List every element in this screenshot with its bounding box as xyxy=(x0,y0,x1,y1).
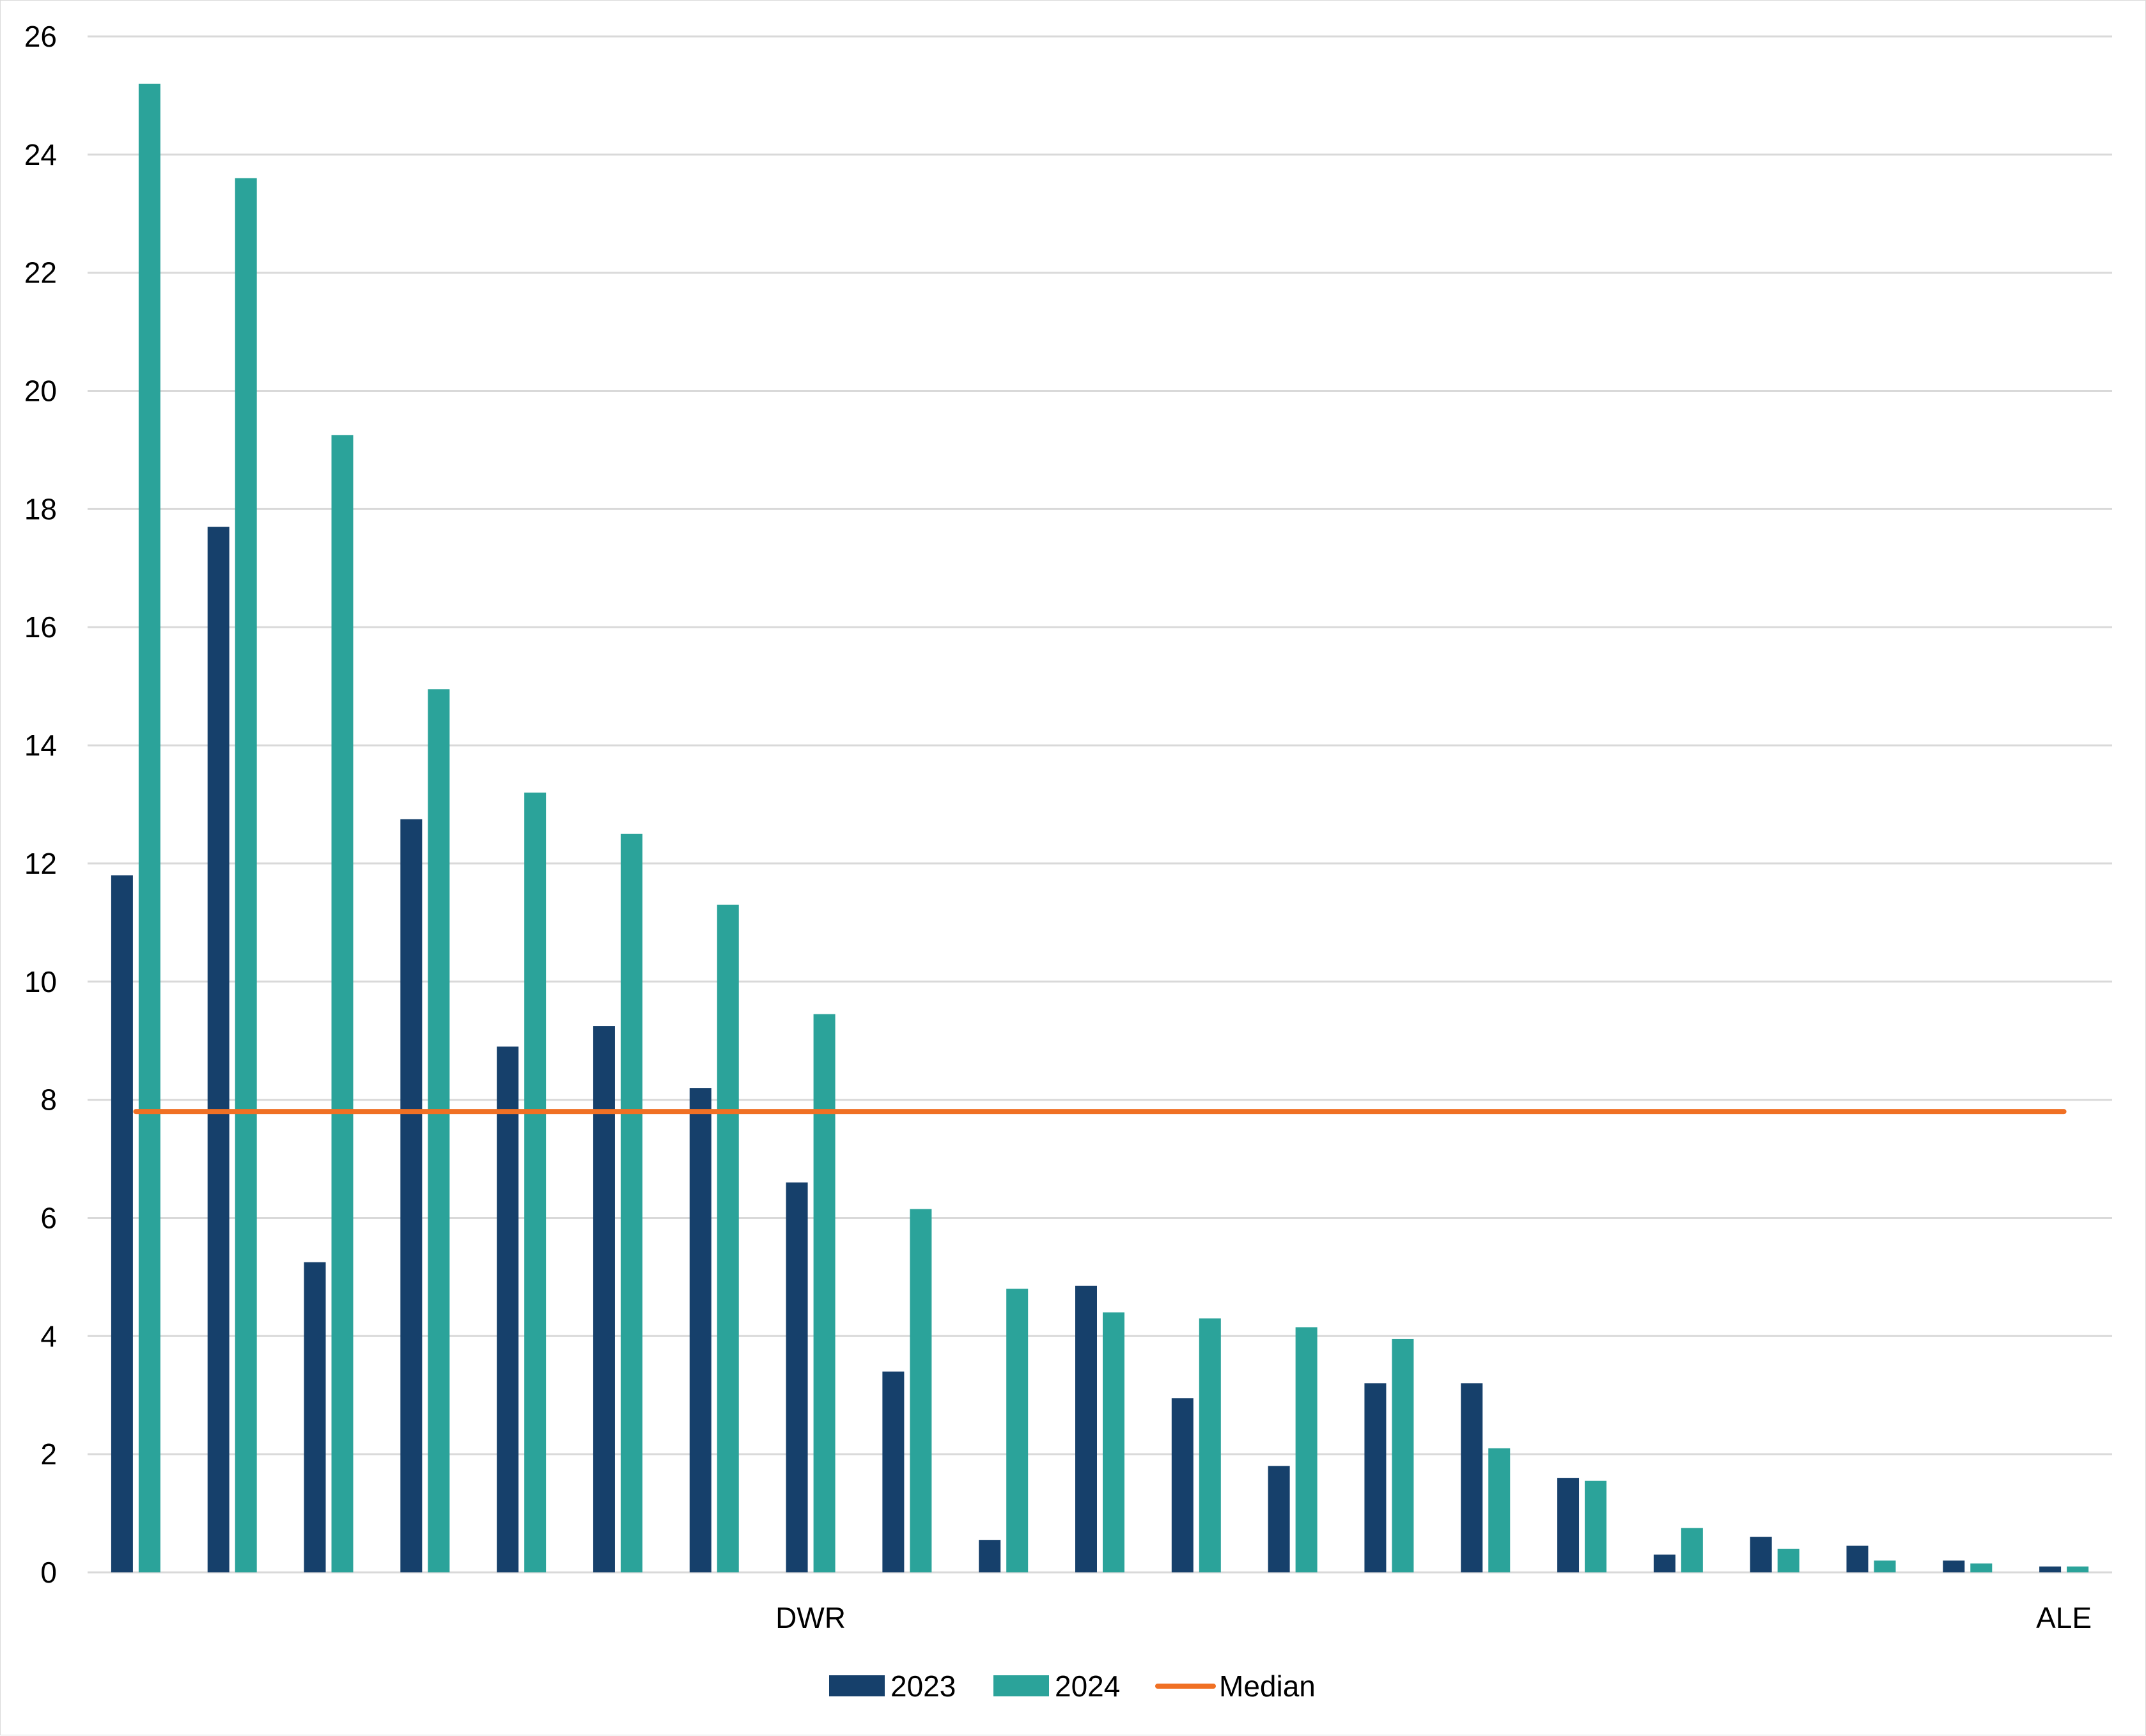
bar-2023-9 xyxy=(882,1371,905,1572)
bar-2023-16 xyxy=(1557,1478,1580,1572)
y-tick-label: 20 xyxy=(24,375,57,408)
y-tick-label: 6 xyxy=(40,1201,57,1234)
bar-2023-17 xyxy=(1653,1554,1676,1572)
bar-2024-4 xyxy=(428,689,450,1572)
gridlines xyxy=(88,35,2112,1574)
bar-2024-10 xyxy=(1006,1289,1029,1572)
bar-2024-18 xyxy=(1777,1549,1800,1572)
bar-2023-4 xyxy=(400,819,423,1572)
y-tick-label: 10 xyxy=(24,965,57,998)
x-axis-category-labels: DWR ALE xyxy=(775,1601,2092,1634)
x-category-label: DWR xyxy=(775,1601,846,1634)
bar-2023-5 xyxy=(497,1046,519,1572)
bar-2023-6 xyxy=(593,1026,615,1572)
bar-2024-3 xyxy=(331,435,354,1573)
y-tick-label: 26 xyxy=(24,20,57,53)
bar-2024-12 xyxy=(1199,1318,1221,1572)
bar-2024-16 xyxy=(1585,1480,1607,1572)
bar-2023-13 xyxy=(1268,1466,1290,1572)
y-tick-label: 2 xyxy=(40,1438,57,1471)
bar-2024-2 xyxy=(235,178,257,1572)
bar-2024-14 xyxy=(1392,1338,1414,1572)
bar-2023-3 xyxy=(304,1262,326,1572)
y-tick-label: 18 xyxy=(24,492,57,525)
y-tick-label: 8 xyxy=(40,1083,57,1117)
bar-2024-6 xyxy=(620,833,642,1572)
bar-2024-11 xyxy=(1103,1312,1124,1572)
bar-2023-8 xyxy=(786,1182,808,1572)
bar-2023-19 xyxy=(1846,1546,1869,1572)
y-tick-label: 12 xyxy=(24,847,57,880)
y-tick-label: 4 xyxy=(40,1319,57,1352)
legend-2024-label: 2024 xyxy=(1055,1670,1120,1703)
y-tick-label: 0 xyxy=(40,1556,57,1589)
bar-2024-20 xyxy=(1970,1563,1993,1572)
bars xyxy=(111,83,2089,1573)
bar-2023-14 xyxy=(1364,1383,1387,1572)
bar-2023-18 xyxy=(1750,1537,1772,1572)
y-tick-label: 14 xyxy=(24,729,57,762)
legend: 2023 2024 Median xyxy=(829,1670,1316,1703)
bar-2023-15 xyxy=(1461,1383,1483,1572)
bar-2023-1 xyxy=(111,875,133,1572)
bar-2024-13 xyxy=(1295,1327,1318,1572)
x-category-label: ALE xyxy=(2036,1601,2092,1634)
bar-2023-21 xyxy=(2039,1566,2062,1572)
y-tick-label: 24 xyxy=(24,138,57,171)
bar-2023-10 xyxy=(979,1540,1001,1572)
bar-2024-17 xyxy=(1681,1528,1703,1572)
legend-2023-swatch xyxy=(829,1675,885,1696)
legend-2023-label: 2023 xyxy=(890,1670,956,1703)
bar-2024-19 xyxy=(1874,1560,1896,1572)
bar-2023-2 xyxy=(207,527,229,1572)
bar-2024-9 xyxy=(910,1209,932,1572)
bar-2024-8 xyxy=(813,1014,836,1572)
legend-2024-swatch xyxy=(993,1675,1049,1696)
bar-2024-15 xyxy=(1488,1448,1511,1572)
y-tick-label: 16 xyxy=(24,610,57,644)
bar-2023-20 xyxy=(1943,1560,1965,1572)
legend-median-label: Median xyxy=(1219,1670,1316,1703)
bar-2024-5 xyxy=(524,793,547,1572)
bar-2024-1 xyxy=(138,83,160,1572)
bar-2023-12 xyxy=(1171,1398,1194,1572)
bar-2023-7 xyxy=(689,1088,711,1572)
bar-2023-11 xyxy=(1075,1285,1097,1572)
bar-2024-7 xyxy=(717,904,739,1572)
y-tick-label: 22 xyxy=(24,256,57,290)
bar-2024-21 xyxy=(2067,1566,2089,1572)
